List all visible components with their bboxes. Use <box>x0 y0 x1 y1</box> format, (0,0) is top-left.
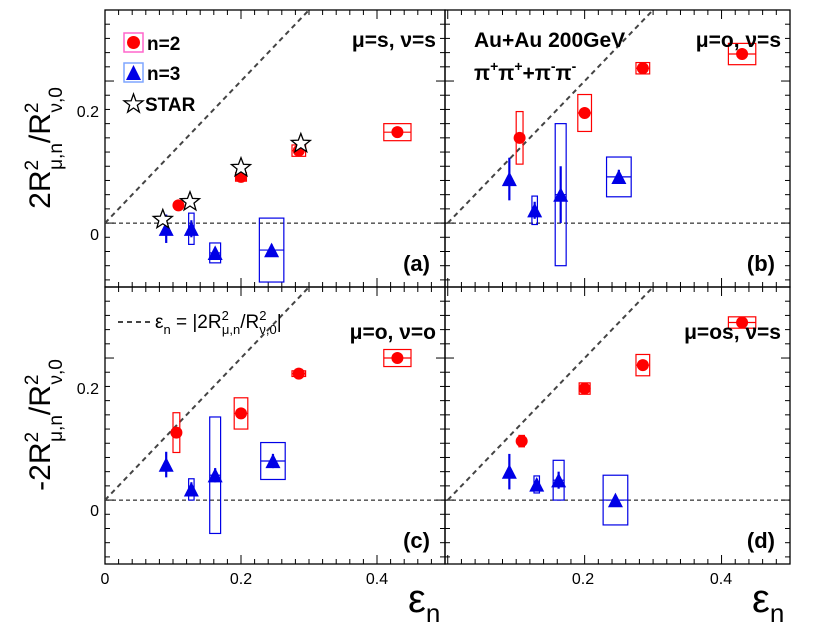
legend-n3-box-icon <box>123 62 144 83</box>
legend-n2-marker-icon <box>127 36 140 49</box>
n2-point <box>235 407 247 420</box>
x-tick-label-right-0.4: 0.4 <box>710 571 732 588</box>
panel-a-tag: (a) <box>403 251 430 276</box>
panel-d-points <box>501 316 757 526</box>
panel-a-label: μ=s, ν=s <box>352 29 436 52</box>
n3-point <box>607 492 623 508</box>
n2-point <box>292 367 305 380</box>
y-tick-label-top-0: 0 <box>90 227 99 244</box>
line-legend: εn = |2R2 μ,n/R2 ν,0| <box>118 308 282 337</box>
panel-a-points <box>151 123 412 283</box>
n2-point <box>636 359 649 372</box>
n3-point <box>501 464 517 479</box>
n3-point <box>529 476 545 492</box>
n3-point <box>207 467 223 483</box>
panel-b-tag: (b) <box>747 251 775 276</box>
legend-n3-label: n=3 <box>147 64 180 85</box>
reference-lines-layer <box>105 10 790 501</box>
epsilon-equality-line <box>105 287 311 501</box>
n3-point <box>553 187 569 202</box>
y-tick-label-bottom-0.2: 0.2 <box>77 381 99 398</box>
collision-system-caption: Au+Au 200GeV <box>474 29 625 52</box>
panel-d-tag: (d) <box>747 528 775 553</box>
n2-point <box>736 48 749 61</box>
n2-point <box>578 106 591 119</box>
line-legend-label: εn = |2R2 μ,n/R2 ν,0| <box>155 308 282 337</box>
x-axis-label-right: εn <box>752 577 784 627</box>
panel-c-points <box>158 348 412 535</box>
epsilon-equality-line <box>447 287 655 501</box>
star-point <box>289 131 313 154</box>
legend-n2-box-icon <box>123 32 144 53</box>
n2-point <box>172 199 185 212</box>
epsilon-equality-line <box>447 10 655 224</box>
n3-point <box>611 169 627 185</box>
x-tick-label-left-0.2: 0.2 <box>230 571 252 588</box>
n2-point <box>391 126 404 139</box>
n3-point <box>158 457 174 472</box>
panel-b-points <box>501 42 757 267</box>
n2-point <box>515 435 528 448</box>
y-tick-label-bottom-0: 0 <box>90 503 99 520</box>
star-point <box>178 189 202 212</box>
x-tick-label-right-0.2: 0.2 <box>572 571 594 588</box>
n3-point <box>527 202 543 218</box>
legend-star-marker-icon <box>122 92 145 114</box>
star-point <box>151 207 175 230</box>
epsilon-equality-line <box>105 10 311 224</box>
y-tick-label-top-0.2: 0.2 <box>77 104 99 121</box>
n3-point <box>158 221 174 236</box>
n2-point <box>513 131 526 144</box>
legend-n3-marker-icon <box>126 65 141 80</box>
n3-point <box>207 245 223 261</box>
legend-n2-label: n=2 <box>147 34 180 55</box>
panel-d-label: μ=os, ν=s <box>684 321 781 344</box>
legend: n=2 n=3 STAR <box>122 32 196 116</box>
n3-point <box>264 242 280 258</box>
n2-point <box>578 382 591 395</box>
y-axis-label-bottom: -2R2 μ,n/R2 ν,0 <box>22 359 67 491</box>
x-tick-label-left-0: 0 <box>101 571 110 588</box>
n2-point <box>391 352 404 365</box>
axis-ticks-layer <box>104 9 791 564</box>
data-points-layer <box>151 42 757 535</box>
n3-point <box>501 171 517 187</box>
n3-point <box>265 453 281 469</box>
n2-point <box>170 426 183 439</box>
panel-c-label: μ=o, ν=o <box>350 321 436 344</box>
legend-star-label: STAR <box>145 95 196 116</box>
panel-d-frame <box>444 286 791 565</box>
panel-b-label: μ=o, ν=s <box>696 29 781 52</box>
star-point <box>229 155 253 178</box>
panel-c-tag: (c) <box>403 528 430 553</box>
n2-point <box>636 62 649 75</box>
x-tick-label-left-0.4: 0.4 <box>366 571 388 588</box>
n3-point <box>183 221 199 236</box>
y-axis-label-top: 2R2 μ,n/R2 ν,0 <box>22 87 67 209</box>
n3-point <box>551 472 567 488</box>
n3-point <box>183 481 199 497</box>
particle-pair-caption: π+π++π-π- <box>474 58 577 85</box>
n2-point <box>736 316 749 329</box>
x-axis-label-left: εn <box>408 577 440 627</box>
